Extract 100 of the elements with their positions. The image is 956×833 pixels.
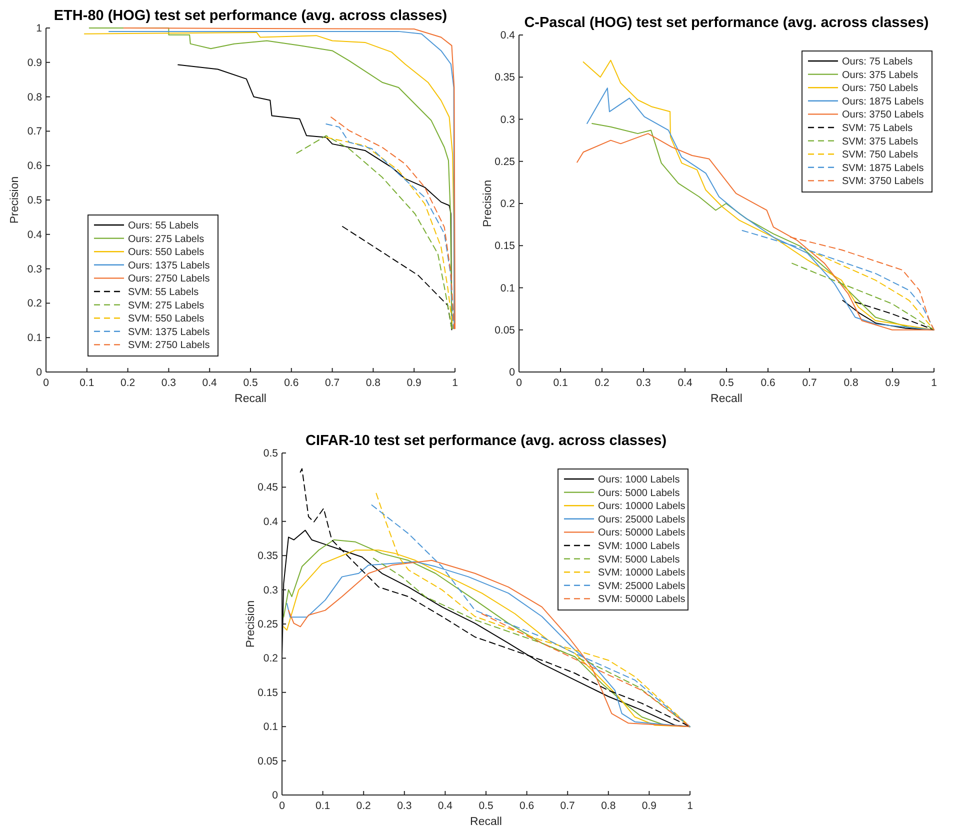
y-tick-label: 0.1	[500, 282, 516, 294]
x-tick-label: 0.2	[120, 377, 136, 389]
y-tick-label: 0.2	[263, 652, 278, 665]
legend-label: SVM: 1875 Labels	[842, 162, 924, 174]
y-axis-title: Precision	[9, 176, 21, 224]
legend-label: Ours: 50000 Labels	[598, 528, 686, 539]
y-tick-label: 0.5	[27, 194, 42, 206]
x-tick-label: 0.1	[315, 800, 330, 812]
y-tick-label: 0.3	[263, 584, 278, 596]
x-tick-label: 0.2	[594, 377, 610, 389]
legend-label: SVM: 50000 Labels	[598, 594, 686, 606]
x-tick-label: 0.8	[366, 377, 381, 389]
y-tick-label: 0.4	[263, 516, 278, 528]
legend-label: SVM: 55 Labels	[128, 287, 199, 298]
y-tick-label: 0.1	[263, 721, 278, 734]
y-tick-label: 0.2	[500, 198, 516, 210]
x-tick-label: 0.3	[161, 377, 176, 389]
x-tick-label: 0.7	[802, 377, 817, 389]
y-axis-title: Precision	[482, 180, 494, 228]
x-tick-label: 0.4	[678, 377, 692, 389]
x-tick-label: 0.9	[885, 377, 900, 389]
legend-label: SVM: 10000 Labels	[598, 568, 686, 579]
y-tick-label: 0	[509, 366, 516, 378]
x-tick-label: 0.3	[397, 800, 412, 812]
y-tick-label: 0.35	[258, 550, 278, 562]
y-axis-title: Precision	[245, 600, 257, 648]
y-tick-label: 0.4	[500, 30, 516, 42]
x-tick-label: 0.1	[80, 377, 94, 389]
x-tick-label: 0.7	[324, 377, 340, 389]
legend-label: Ours: 5000 Labels	[598, 488, 680, 499]
y-tick-label: 0.25	[494, 156, 516, 168]
chart-title: ETH-80 (HOG) test set performance (avg. across classes)	[54, 8, 448, 24]
legend-label: SVM: 5000 Labels	[598, 554, 680, 566]
legend-label: Ours: 1000 Labels	[598, 474, 680, 486]
x-tick-label: 0.5	[243, 377, 258, 389]
x-tick-label: 0.4	[438, 800, 453, 812]
x-axis-title: Recall	[710, 393, 742, 405]
legend-label: SVM: 275 Labels	[128, 300, 204, 312]
legend-label: Ours: 75 Labels	[842, 56, 913, 68]
y-tick-label: 0	[36, 366, 42, 378]
y-tick-label: 0.45	[258, 482, 278, 494]
legend-label: Ours: 1375 Labels	[128, 260, 210, 272]
y-tick-label: 0.8	[27, 91, 42, 104]
y-tick-label: 0.15	[258, 686, 278, 699]
y-tick-label: 0.1	[27, 332, 42, 344]
legend-label: Ours: 3750 Labels	[842, 110, 924, 121]
legend-label: SVM: 375 Labels	[842, 136, 918, 148]
legend-label: Ours: 375 Labels	[842, 70, 918, 81]
y-tick-label: 0.7	[27, 126, 42, 138]
y-tick-label: 0.9	[27, 56, 42, 69]
y-tick-label: 0.6	[27, 160, 42, 172]
x-tick-label: 0.8	[844, 377, 858, 389]
y-tick-label: 0.05	[258, 755, 278, 768]
x-tick-label: 0.1	[553, 377, 568, 389]
x-tick-label: 0.5	[719, 377, 734, 389]
x-tick-label: 1	[931, 377, 938, 389]
legend-label: SVM: 75 Labels	[842, 123, 913, 134]
y-tick-label: 0	[272, 790, 278, 802]
x-tick-label: 0.4	[202, 377, 218, 389]
legend-label: SVM: 1000 Labels	[598, 541, 680, 552]
x-axis-title: Recall	[470, 816, 502, 828]
x-tick-label: 0.9	[406, 377, 422, 389]
x-tick-label: 0.8	[601, 800, 616, 812]
y-tick-label: 0.35	[494, 72, 516, 84]
legend-label: Ours: 550 Labels	[128, 247, 204, 258]
x-tick-label: 1	[452, 377, 458, 389]
x-tick-label: 0.5	[478, 800, 494, 812]
x-axis-title: Recall	[234, 393, 266, 405]
legend-label: SVM: 2750 Labels	[128, 340, 210, 352]
y-tick-label: 0.2	[27, 298, 42, 310]
chart-title: C-Pascal (HOG) test set performance (avg. across classes)	[524, 15, 929, 31]
x-tick-label: 0.6	[760, 377, 776, 389]
y-tick-label: 0.15	[494, 240, 516, 252]
y-tick-label: 0.25	[258, 618, 278, 630]
x-tick-label: 1	[687, 800, 694, 812]
legend-label: SVM: 3750 Labels	[842, 176, 924, 188]
legend-label: Ours: 1875 Labels	[842, 96, 924, 108]
legend-label: Ours: 275 Labels	[128, 234, 204, 245]
x-tick-label: 0.2	[356, 800, 372, 812]
legend-label: Ours: 25000 Labels	[598, 514, 686, 526]
legend-label: Ours: 2750 Labels	[128, 274, 210, 285]
legend-label: SVM: 750 Labels	[842, 150, 918, 161]
y-tick-label: 0.05	[494, 324, 516, 336]
y-tick-label: 0.3	[500, 114, 516, 126]
legend-label: SVM: 550 Labels	[128, 314, 204, 325]
x-tick-label: 0.3	[636, 377, 651, 389]
x-tick-label: 0.6	[284, 377, 299, 389]
legend-label: Ours: 55 Labels	[128, 220, 199, 232]
legend-label: SVM: 25000 Labels	[598, 580, 686, 592]
chart-title: CIFAR-10 test set performance (avg. across classes)	[305, 433, 667, 449]
x-tick-label: 0.9	[642, 800, 657, 812]
y-tick-label: 0.4	[27, 228, 42, 241]
x-tick-label: 0.6	[519, 800, 534, 812]
x-tick-label: 0.7	[560, 800, 576, 812]
legend-label: Ours: 10000 Labels	[598, 501, 686, 512]
legend-label: SVM: 1375 Labels	[128, 326, 210, 338]
y-tick-label: 0.3	[27, 263, 42, 276]
y-tick-label: 0.5	[263, 448, 278, 460]
legend-label: Ours: 750 Labels	[842, 83, 918, 94]
y-tick-label: 1	[36, 22, 42, 34]
